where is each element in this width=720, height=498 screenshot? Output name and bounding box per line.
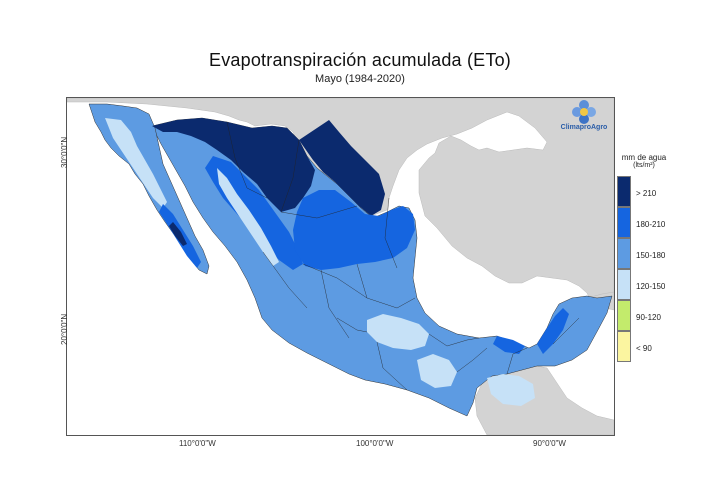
legend-label-150-180: 150-180 <box>636 251 666 260</box>
sonora-darkest-zone <box>152 118 315 212</box>
legend-swatch-90-120 <box>617 300 631 331</box>
chiapas-light-zone <box>487 374 535 406</box>
legend-label-180-210: 180-210 <box>636 220 666 229</box>
tabasco-dark-zone <box>493 336 525 354</box>
map-subtitle: Mayo (1984-2020) <box>315 73 405 85</box>
legend-title: mm de agua <box>621 153 667 162</box>
map-title: Evapotranspiración acumulada (ETo) <box>209 50 511 70</box>
northeast-dark-zone <box>293 190 415 270</box>
lon-label-110: 110°0'0"W <box>179 439 216 448</box>
map-frame <box>66 97 615 436</box>
legend-swatch-120-150 <box>617 269 631 300</box>
legend-swatch-180-210 <box>617 207 631 238</box>
state-borders <box>226 121 580 391</box>
sierra-light-zone <box>217 168 279 266</box>
legend-label-90-120: 90-120 <box>636 313 661 322</box>
oaxaca-light-zone <box>417 354 457 388</box>
legend-swatch-150-180 <box>617 238 631 269</box>
baja-light-zone <box>105 118 167 208</box>
legend-label-gt210: > 210 <box>636 189 657 198</box>
lat-label-20: 20°0'0"N <box>60 313 69 345</box>
land-usa <box>67 98 614 304</box>
legend-label-lt90: < 90 <box>636 344 652 353</box>
legend-swatch-gt210 <box>617 176 631 207</box>
yucatan-dark-zone <box>537 308 569 354</box>
lon-label-100: 100°0'0"W <box>356 439 394 448</box>
lon-label-90: 90°0'0"W <box>533 439 566 448</box>
legend-label-120-150: 120-150 <box>636 282 666 291</box>
coahuila-darkest-zone <box>299 120 385 216</box>
logo-text: ClimaproAgro <box>560 124 608 131</box>
central-light-zone <box>367 314 429 350</box>
baja-darkest-zone <box>169 222 187 246</box>
legend-swatch-lt90 <box>617 331 631 362</box>
flower-logo-icon <box>572 100 596 124</box>
lat-label-30: 30°0'0"N <box>60 136 69 168</box>
legend-unit: (lts/m²) <box>633 162 655 169</box>
climaproagro-logo <box>556 97 612 141</box>
map-canvas <box>67 98 614 435</box>
